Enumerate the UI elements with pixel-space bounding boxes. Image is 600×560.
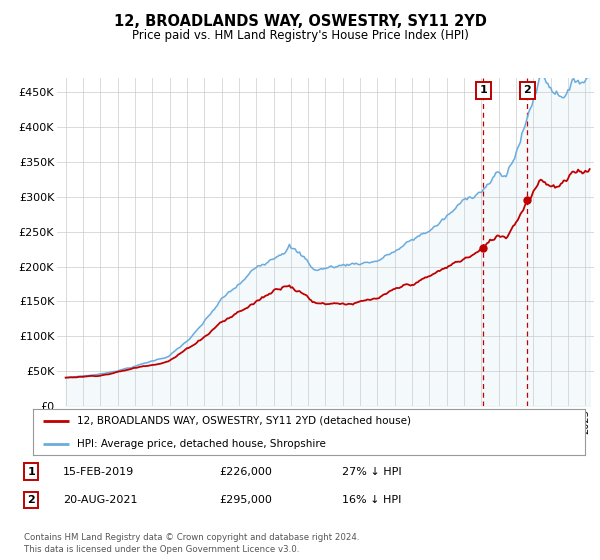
Text: Price paid vs. HM Land Registry's House Price Index (HPI): Price paid vs. HM Land Registry's House … [131,29,469,42]
Text: 16% ↓ HPI: 16% ↓ HPI [342,495,401,505]
Text: 2: 2 [523,85,531,95]
Text: £226,000: £226,000 [219,466,272,477]
Text: 12, BROADLANDS WAY, OSWESTRY, SY11 2YD (detached house): 12, BROADLANDS WAY, OSWESTRY, SY11 2YD (… [77,416,411,426]
Text: 1: 1 [28,466,35,477]
Text: 2: 2 [28,495,35,505]
Text: 12, BROADLANDS WAY, OSWESTRY, SY11 2YD: 12, BROADLANDS WAY, OSWESTRY, SY11 2YD [113,14,487,29]
Text: 1: 1 [479,85,487,95]
Text: 20-AUG-2021: 20-AUG-2021 [63,495,137,505]
Text: HPI: Average price, detached house, Shropshire: HPI: Average price, detached house, Shro… [77,439,326,449]
Text: 27% ↓ HPI: 27% ↓ HPI [342,466,401,477]
Text: Contains HM Land Registry data © Crown copyright and database right 2024.
This d: Contains HM Land Registry data © Crown c… [24,533,359,554]
Text: 15-FEB-2019: 15-FEB-2019 [63,466,134,477]
Text: £295,000: £295,000 [219,495,272,505]
